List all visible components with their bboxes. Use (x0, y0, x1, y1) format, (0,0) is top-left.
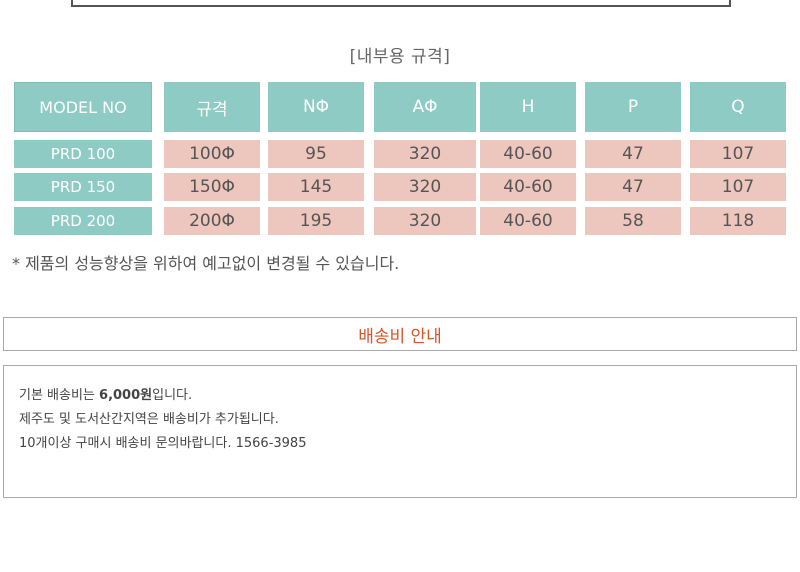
table-cell: 150Φ (164, 173, 260, 201)
table-cell: 47 (585, 140, 681, 168)
shipping-title-bar: 배송비 안내 (3, 317, 797, 351)
shipping-info-box: 기본 배송비는 6,000원입니다. 제주도 및 도서산간지역은 배송비가 추가… (3, 365, 797, 498)
table-cell: 40-60 (480, 140, 576, 168)
model-cell: PRD 100 (14, 140, 152, 168)
table-cell: 320 (374, 207, 476, 235)
spec-section-title: [내부용 규격] (349, 47, 451, 67)
footnote-notice: * 제품의 성능향상을 위하여 예고없이 변경될 수 있습니다. (12, 254, 400, 273)
table-cell: 100Φ (164, 140, 260, 168)
table-cell: 195 (268, 207, 364, 235)
table-cell: 107 (690, 173, 786, 201)
table-cell: 200Φ (164, 207, 260, 235)
table-header-a-phi: AΦ (374, 82, 476, 132)
table-cell: 107 (690, 140, 786, 168)
table-header-model-no: MODEL NO (14, 82, 152, 132)
table-cell: 320 (374, 173, 476, 201)
table-cell: 95 (268, 140, 364, 168)
table-cell: 58 (585, 207, 681, 235)
table-header-q: Q (690, 82, 786, 132)
table-cell: 40-60 (480, 207, 576, 235)
table-cell: 145 (268, 173, 364, 201)
table-header-n-phi: NΦ (268, 82, 364, 132)
table-cell: 118 (690, 207, 786, 235)
shipping-line1-pre: 기본 배송비는 (19, 388, 100, 403)
table-cell: 47 (585, 173, 681, 201)
shipping-line-bulk: 10개이상 구매시 배송비 문의바랍니다. 1566-3985 (19, 436, 307, 451)
table-header-h: H (480, 82, 576, 132)
shipping-line-basic: 기본 배송비는 6,000원입니다. (19, 384, 796, 408)
table-cell: 320 (374, 140, 476, 168)
shipping-line1-post: 입니다. (152, 388, 193, 403)
table-header-p: P (585, 82, 681, 132)
table-cell: 40-60 (480, 173, 576, 201)
model-cell: PRD 150 (14, 173, 152, 201)
model-cell: PRD 200 (14, 207, 152, 235)
top-frame-border (71, 0, 731, 7)
table-header-spec: 규격 (164, 82, 260, 132)
shipping-title: 배송비 안내 (358, 326, 442, 347)
shipping-line-jeju: 제주도 및 도서산간지역은 배송비가 추가됩니다. (19, 412, 279, 427)
shipping-fee: 6,000원 (99, 388, 153, 403)
